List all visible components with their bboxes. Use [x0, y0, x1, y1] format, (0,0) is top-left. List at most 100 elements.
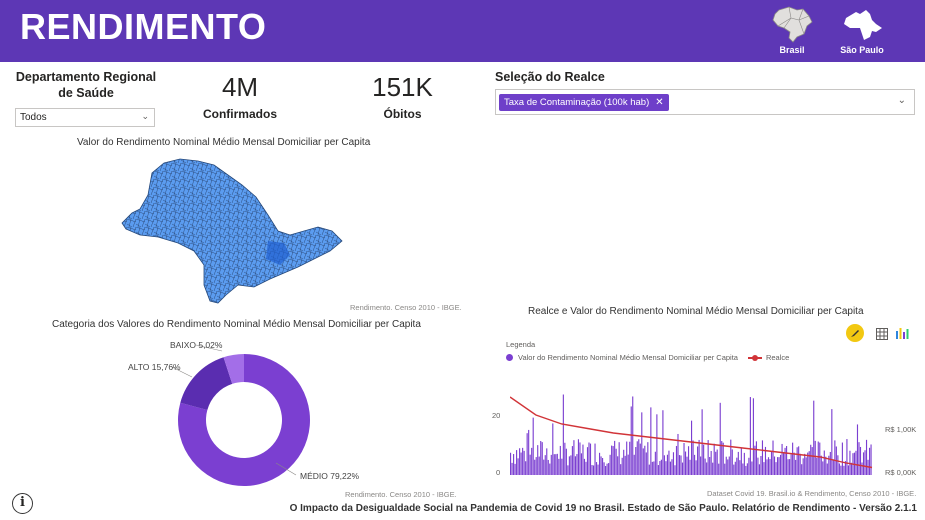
- bar: [701, 409, 703, 475]
- bar: [582, 444, 584, 475]
- dept-dropdown[interactable]: Todos ⌄: [15, 108, 155, 127]
- bar: [612, 446, 614, 475]
- realce-chip-label: Taxa de Contaminação (100k hab): [504, 97, 650, 108]
- bar: [600, 456, 602, 475]
- bar: [665, 461, 667, 475]
- realce-dropdown[interactable]: Taxa de Contaminação (100k hab) ✕ ⌄: [495, 89, 915, 115]
- page-header: RENDIMENTO Brasil São Paulo: [0, 0, 925, 62]
- bar: [579, 442, 581, 475]
- combo-chart[interactable]: [510, 385, 875, 477]
- bar: [810, 444, 812, 475]
- donut-source: Rendimento. Censo 2010 - IBGE.: [345, 490, 457, 499]
- bar: [645, 452, 647, 475]
- bar: [668, 450, 670, 475]
- donut-slice-alto[interactable]: [180, 357, 233, 411]
- bar: [517, 458, 519, 475]
- highlighter-icon[interactable]: [846, 324, 864, 347]
- bar: [770, 451, 773, 475]
- bar: [657, 465, 659, 475]
- bar: [804, 453, 806, 475]
- bar: [598, 452, 601, 475]
- bar: [672, 452, 675, 475]
- bar: [538, 456, 540, 475]
- bar: [740, 448, 742, 475]
- bar: [837, 455, 839, 475]
- bar: [784, 447, 786, 475]
- combo-source: Dataset Covid 19. Brasil.io & Rendimento…: [707, 489, 917, 498]
- donut-chart[interactable]: [100, 335, 350, 495]
- brasil-button[interactable]: Brasil: [762, 4, 822, 60]
- bar: [525, 461, 527, 475]
- bar: [666, 454, 668, 475]
- kpi-obitos: 151K Óbitos: [350, 72, 455, 121]
- map-source: Rendimento. Censo 2010 - IBGE.: [350, 303, 462, 312]
- bar: [727, 459, 729, 475]
- donut-slice-mdio[interactable]: [178, 354, 310, 486]
- table-view-icon[interactable]: [876, 327, 888, 345]
- bar: [556, 453, 558, 475]
- bar: [580, 453, 583, 475]
- bar: [841, 442, 843, 475]
- bar: [532, 417, 534, 475]
- bar: [552, 423, 554, 475]
- bar: [573, 440, 575, 475]
- bar: [745, 465, 747, 475]
- bar: [583, 458, 586, 475]
- footer-text: O Impacto da Desigualdade Social na Pand…: [289, 503, 917, 514]
- bar: [620, 464, 622, 475]
- bar: [736, 457, 738, 475]
- sao-paulo-label: São Paulo: [840, 45, 884, 55]
- bar: [535, 457, 537, 475]
- bar: [675, 445, 678, 475]
- donut-slice-baixo[interactable]: [223, 354, 244, 384]
- bar: [707, 440, 709, 475]
- realce-line: [510, 396, 873, 469]
- bar: [570, 455, 572, 475]
- bar: [540, 440, 542, 475]
- chart-view-icon[interactable]: [895, 326, 911, 344]
- sao-paulo-button[interactable]: São Paulo: [832, 4, 892, 60]
- bar: [834, 440, 836, 475]
- leader-line: [171, 366, 193, 378]
- combo-legend: Valor do Rendimento Nominal Médio Mensal…: [506, 353, 789, 362]
- close-icon[interactable]: ✕: [655, 97, 664, 108]
- bar: [820, 455, 822, 475]
- donut-label-medio: MÉDIO 79,22%: [300, 471, 360, 481]
- bar: [817, 441, 819, 475]
- bar: [802, 458, 804, 475]
- bar: [838, 463, 840, 475]
- leader-line: [275, 462, 297, 476]
- legend-bar-label[interactable]: Valor do Rendimento Nominal Médio Mensal…: [518, 353, 738, 362]
- bar: [795, 459, 797, 475]
- bar: [868, 447, 871, 475]
- bar: [528, 429, 530, 475]
- dept-filter-label: Departamento Regional de Saúde: [15, 70, 157, 100]
- bar: [576, 454, 578, 475]
- info-icon[interactable]: i: [12, 493, 33, 514]
- bar: [722, 442, 724, 475]
- bar: [597, 464, 599, 475]
- sao-paulo-choropleth-map[interactable]: [118, 155, 348, 305]
- realce-chip[interactable]: Taxa de Contaminação (100k hab) ✕: [499, 94, 669, 111]
- bar: [522, 447, 524, 475]
- bar: [635, 447, 637, 475]
- bar: [683, 443, 685, 475]
- bar: [603, 462, 605, 475]
- legend-line-label[interactable]: Realce: [765, 353, 790, 362]
- bar: [614, 440, 616, 475]
- bar: [526, 433, 528, 475]
- right-axis-tick-0k: R$ 0,00K: [885, 468, 917, 477]
- bar: [586, 447, 589, 475]
- bar: [754, 445, 756, 475]
- bar: [725, 456, 727, 475]
- bar: [680, 455, 682, 475]
- bar: [606, 463, 608, 475]
- bar: [849, 450, 851, 475]
- bar: [568, 456, 570, 475]
- bar: [689, 459, 691, 475]
- bar: [724, 463, 726, 475]
- bar: [546, 448, 548, 475]
- bar: [697, 446, 699, 475]
- bar: [859, 446, 862, 475]
- bar: [564, 442, 566, 475]
